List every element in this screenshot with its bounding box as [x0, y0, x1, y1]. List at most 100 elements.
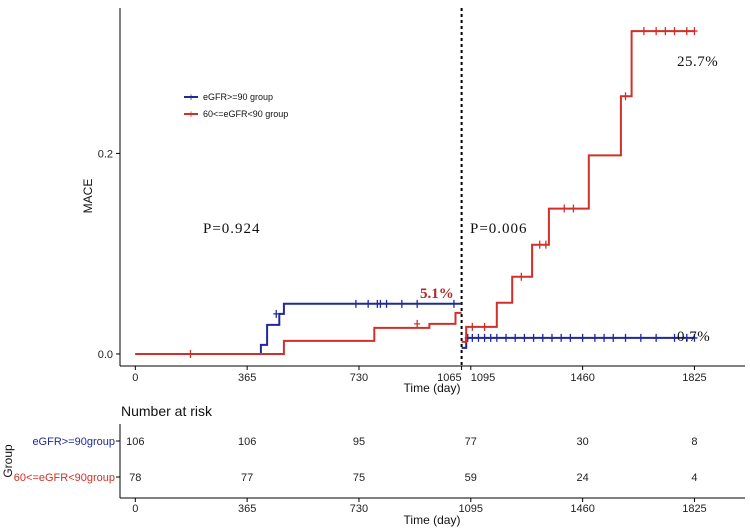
p-value-right: P=0.006: [470, 221, 528, 237]
risk-x-axis-ticks: 0 365 730 1095 1460 1825: [132, 498, 707, 515]
censor-mark: [383, 299, 390, 308]
legend: + eGFR>=90 group + 60<=eGFR<90 group: [184, 92, 288, 120]
censor-mark: [622, 333, 629, 342]
y-axis-title: MACE: [81, 179, 95, 214]
series-line-group2-seg1: [135, 311, 462, 355]
risk-cell: 95: [353, 436, 365, 448]
risk-cell: 77: [241, 472, 253, 484]
censor-mark: [539, 333, 546, 342]
censor-mark: [398, 299, 405, 308]
censor-mark: [640, 27, 647, 36]
x-tick-label: 1065: [437, 372, 461, 384]
risk-x-tick-label: 365: [238, 503, 256, 515]
censor-mark: [610, 333, 617, 342]
censor-mark: [536, 240, 543, 249]
censor-mark: [450, 299, 457, 308]
censor-mark: [637, 333, 644, 342]
censor-mark: [487, 333, 494, 342]
censor-mark: [601, 333, 608, 342]
main-plot-panel: 0.0 0.2 0 365 730 1065 1095 1460 1825 MACE Time…: [81, 8, 745, 395]
risk-table-panel: Number at risk Group eGFR>=90group 60<=e…: [1, 403, 745, 527]
y-axis-ticks: 0.0 0.2: [98, 148, 120, 361]
censor-mark: [352, 299, 359, 308]
censor-mark: [591, 333, 598, 342]
risk-x-tick-label: 1825: [682, 503, 706, 515]
censor-mark: [548, 333, 555, 342]
legend-label-group2: 60<=eGFR<90 group: [203, 109, 288, 119]
censor-mark: [414, 319, 421, 328]
censor-mark: [512, 333, 519, 342]
series-line-group1-seg1: [135, 302, 462, 355]
legend-marker-group2: +: [187, 110, 195, 120]
risk-cell: 30: [576, 436, 588, 448]
risk-cell: 77: [465, 436, 477, 448]
risk-x-tick-label: 1095: [459, 503, 483, 515]
censor-mark: [653, 333, 660, 342]
censor-mark: [662, 27, 669, 36]
risk-row-label-group2: 60<=eGFR<90group: [14, 472, 115, 484]
censor-mark: [530, 333, 537, 342]
censor-mark: [273, 309, 280, 318]
censor-mark: [469, 333, 476, 342]
censor-mark: [683, 27, 690, 36]
y-tick-label: 0.2: [98, 148, 113, 160]
legend-marker-group1: +: [187, 93, 195, 103]
legend-label-group1: eGFR>=90 group: [203, 92, 273, 102]
censor-mark: [542, 240, 549, 249]
x-tick-label: 0: [132, 372, 138, 384]
censor-mark: [567, 333, 574, 342]
x-tick-label: 1095: [471, 372, 495, 384]
risk-x-tick-label: 730: [350, 503, 368, 515]
risk-cell: 8: [691, 436, 697, 448]
y-tick-label: 0.0: [98, 349, 113, 361]
censor-mark: [653, 27, 660, 36]
censor-mark: [521, 333, 528, 342]
censor-mark: [683, 333, 690, 342]
censor-mark: [503, 333, 510, 342]
risk-table-cells: 106 106 95 77 30 8 78 77 75 59 24 4: [126, 436, 697, 484]
censor-mark: [187, 349, 194, 358]
risk-cell: 4: [691, 472, 697, 484]
risk-group-axis-title: Group: [1, 444, 15, 478]
series-group-2: [135, 27, 698, 358]
censor-mark: [481, 322, 488, 331]
risk-cell: 106: [126, 436, 144, 448]
censor-mark: [570, 204, 577, 213]
censor-mark: [365, 299, 372, 308]
annotation-25-7-percent: 25.7%: [677, 54, 718, 70]
series-line-group2-seg2: [461, 30, 695, 343]
legend-item-group2: + 60<=eGFR<90 group: [184, 109, 288, 120]
x-axis-title: Time (day): [404, 381, 461, 395]
censor-mark: [377, 299, 384, 308]
legend-item-group1: + eGFR>=90 group: [184, 92, 273, 103]
risk-cell: 75: [353, 472, 365, 484]
risk-cell: 78: [129, 472, 141, 484]
censor-mark: [579, 333, 586, 342]
x-tick-label: 730: [350, 372, 368, 384]
risk-cell: 106: [238, 436, 256, 448]
censor-mark: [414, 299, 421, 308]
annotation-0-7-percent: 0.7%: [677, 329, 710, 345]
x-tick-label: 1460: [570, 372, 594, 384]
x-tick-label: 1825: [682, 372, 706, 384]
risk-cell: 24: [576, 472, 588, 484]
censor-mark: [558, 333, 565, 342]
risk-x-tick-label: 1460: [570, 503, 594, 515]
risk-cell: 59: [465, 472, 477, 484]
censor-mark: [518, 272, 525, 281]
censor-mark: [469, 322, 476, 331]
censor-mark: [481, 333, 488, 342]
censor-mark: [691, 333, 698, 342]
censor-mark: [671, 333, 678, 342]
risk-x-tick-label: 0: [132, 503, 138, 515]
censor-mark: [475, 333, 482, 342]
censor-mark: [671, 27, 678, 36]
x-axis-ticks: 0 365 730 1065 1095 1460 1825: [132, 366, 707, 384]
series-layer: [135, 27, 698, 358]
censor-mark: [493, 333, 500, 342]
censor-mark: [691, 27, 698, 36]
risk-x-axis-title: Time (day): [404, 513, 461, 527]
annotation-5-1-percent: 5.1%: [420, 286, 454, 302]
risk-table-title: Number at risk: [121, 403, 213, 419]
